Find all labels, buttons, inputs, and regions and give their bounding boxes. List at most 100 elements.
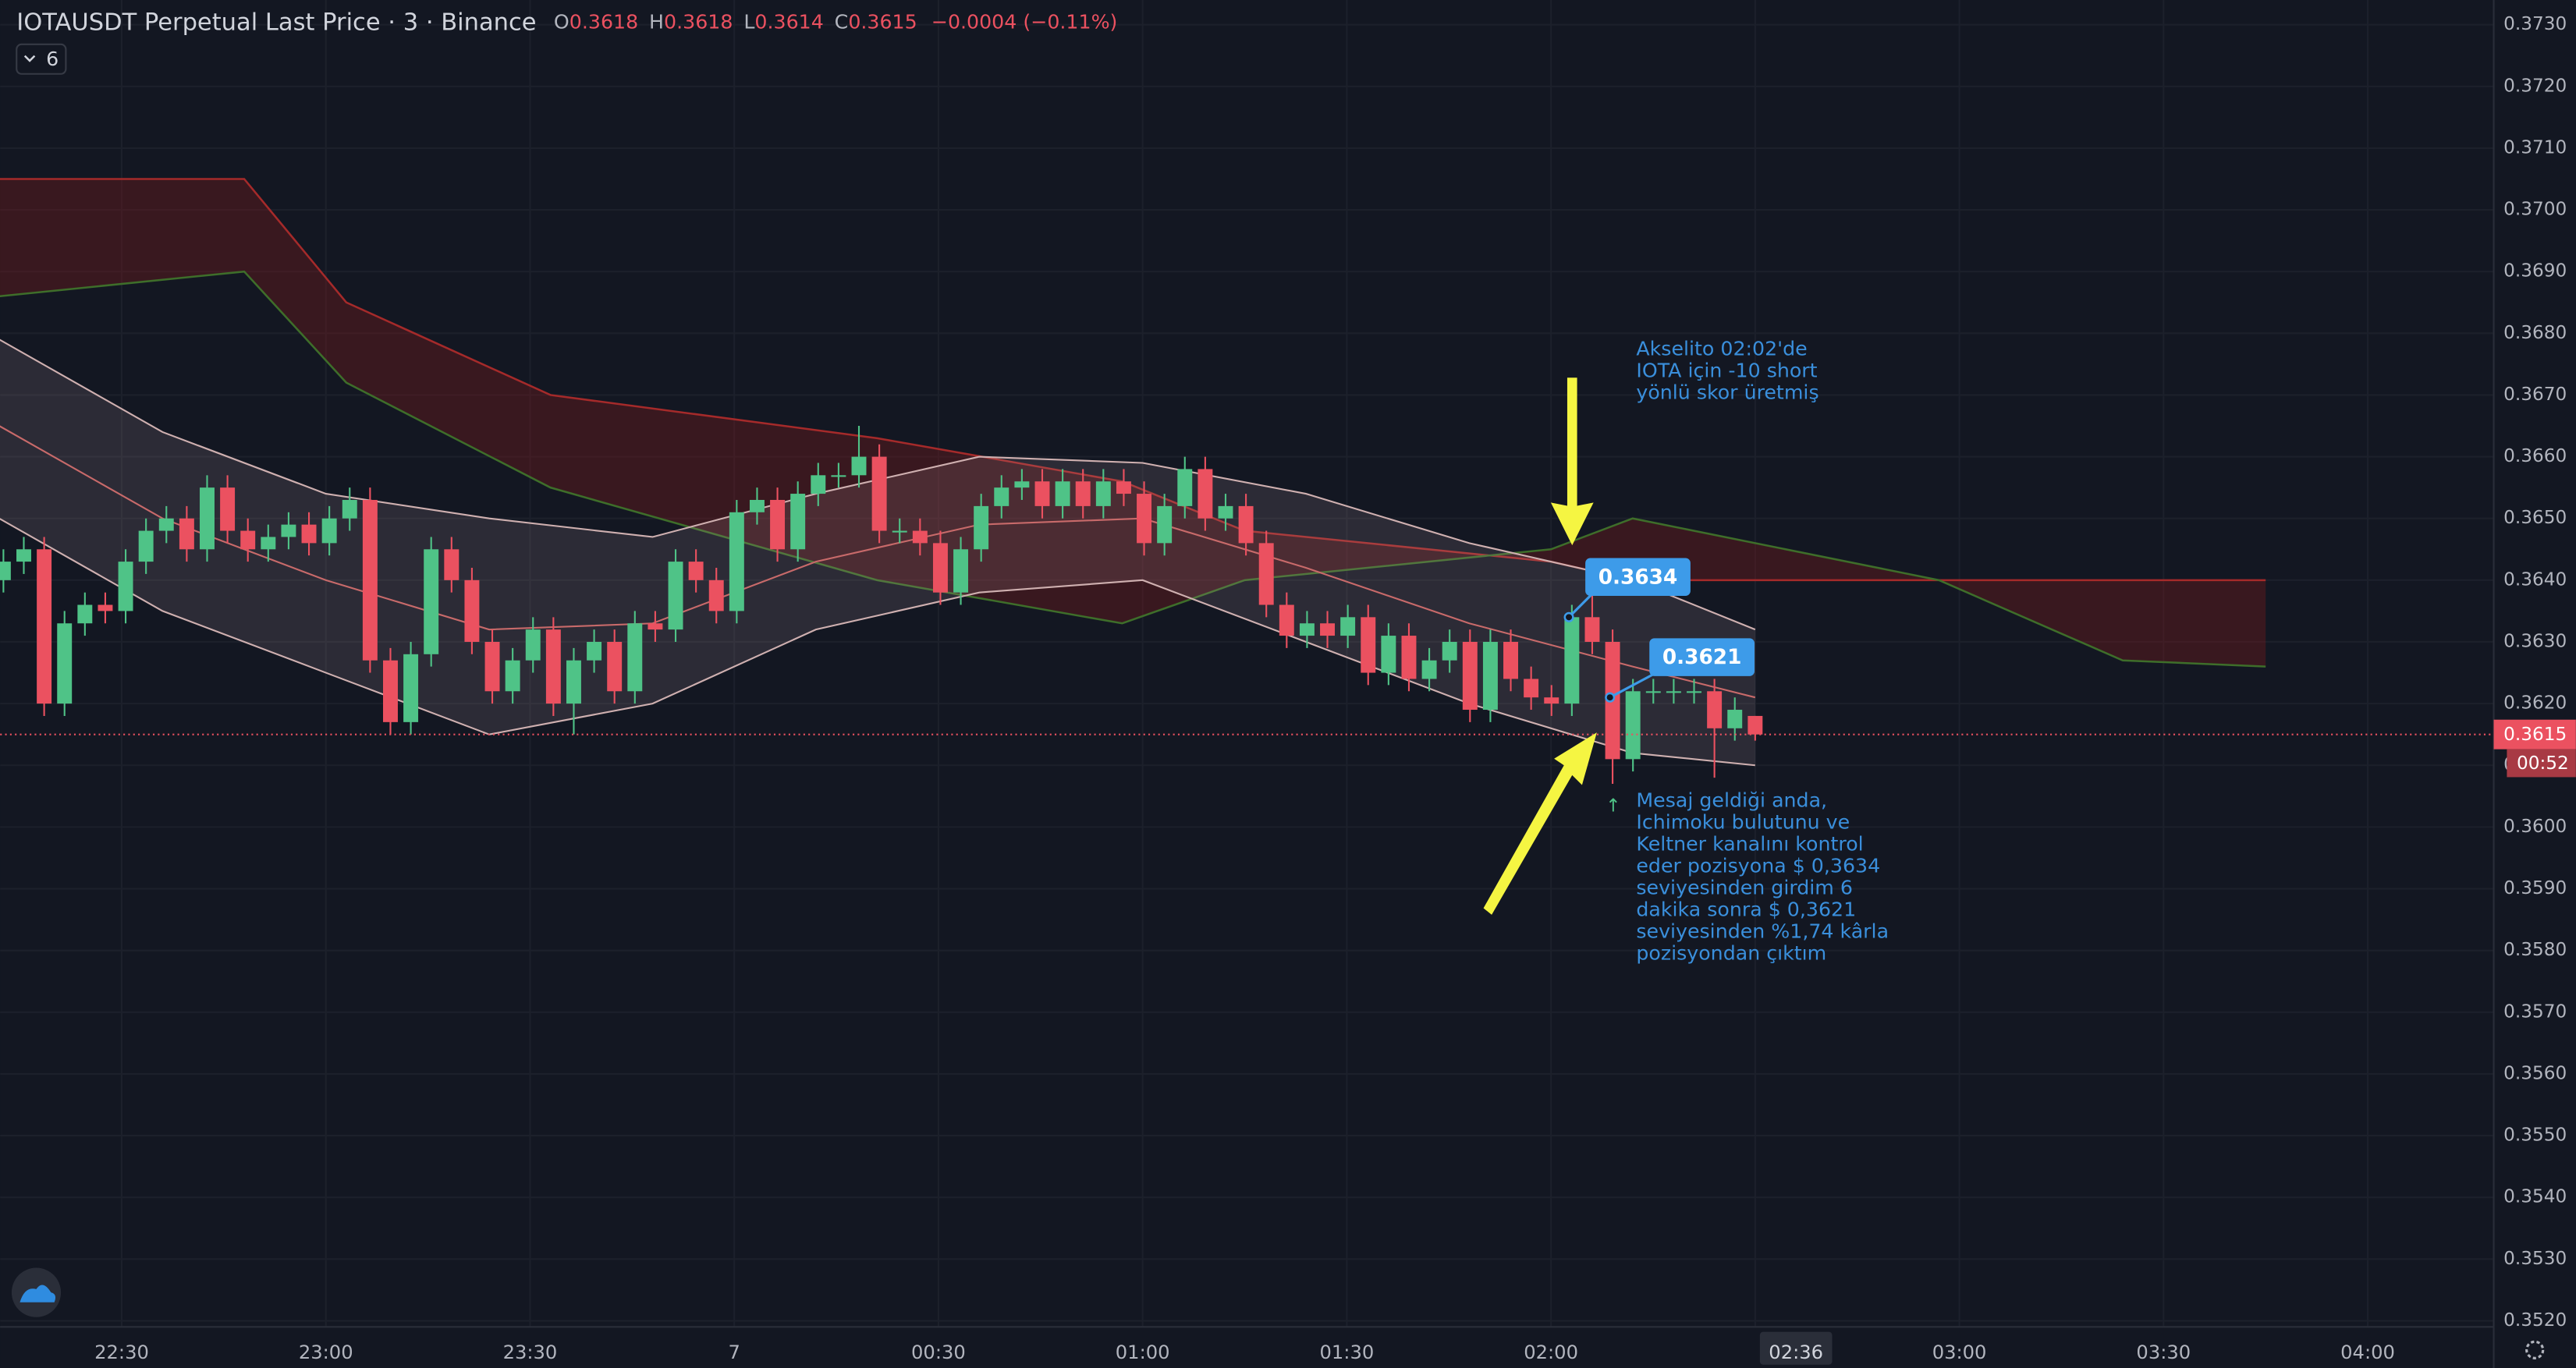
x-tick-label: 01:00 xyxy=(1116,1341,1170,1363)
candle-body xyxy=(1075,481,1091,506)
y-tick-label: 0.3550 xyxy=(2503,1125,2567,1146)
candle-body xyxy=(1034,481,1050,506)
candle-body xyxy=(1401,636,1417,679)
candle-body xyxy=(932,543,948,593)
annotation-line: Akselito 02:02'de xyxy=(1636,338,1807,360)
candle-body xyxy=(342,499,357,519)
candle-body xyxy=(729,512,744,611)
candle-body xyxy=(444,549,459,580)
annotation-line: dakika sonra $ 0,3621 xyxy=(1636,898,1856,921)
candle-body xyxy=(1462,641,1478,711)
candle-body xyxy=(627,623,643,692)
current-time-label: 02:36 xyxy=(1769,1341,1823,1363)
annotation-line: Ichimoku bulutunu ve xyxy=(1636,811,1850,834)
y-tick-label: 0.3560 xyxy=(2503,1063,2567,1083)
trade-tag-label: 0.3634 xyxy=(1598,565,1678,589)
o-label: O xyxy=(554,10,569,33)
settings-icon[interactable] xyxy=(2525,1340,2545,1359)
candle-body xyxy=(1707,691,1723,728)
h-value: 0.3618 xyxy=(664,10,733,33)
x-tick-label: 7 xyxy=(728,1341,740,1363)
candle-body xyxy=(1564,617,1580,704)
candle-body xyxy=(16,549,31,562)
x-tick-label: 04:00 xyxy=(2340,1341,2395,1363)
candle-body xyxy=(98,604,113,611)
candle-body xyxy=(0,562,11,580)
candle-body xyxy=(464,579,480,642)
y-tick-label: 0.3540 xyxy=(2503,1187,2567,1207)
x-tick-label: 00:30 xyxy=(911,1341,966,1363)
chevron-icon xyxy=(23,55,36,62)
candle-body xyxy=(1279,604,1294,636)
c-value: 0.3615 xyxy=(848,10,917,33)
annotation-line: IOTA için -10 short xyxy=(1636,360,1817,382)
candle-body xyxy=(1482,641,1498,711)
candle-body xyxy=(912,530,928,544)
ichimoku-span-a xyxy=(0,270,2266,668)
candle-body xyxy=(77,604,93,624)
candle-body xyxy=(1218,505,1233,519)
y-tick-label: 0.3670 xyxy=(2503,385,2567,405)
y-tick-label: 0.3710 xyxy=(2503,137,2567,158)
y-tick-label: 0.3620 xyxy=(2503,693,2567,714)
candle-body xyxy=(1014,481,1030,488)
indicators-toggle[interactable] xyxy=(16,43,67,75)
arrow-down xyxy=(1550,377,1594,546)
candle-body xyxy=(871,456,887,531)
candle-body xyxy=(424,549,439,654)
candle-body xyxy=(708,579,724,611)
indicator-count: 6 xyxy=(46,48,59,70)
candle-body xyxy=(1687,691,1701,693)
h-label: H xyxy=(649,10,664,33)
annotation-line: pozisyondan çıktım xyxy=(1636,942,1826,965)
x-tick-label: 03:30 xyxy=(2136,1341,2191,1363)
y-tick-label: 0.3600 xyxy=(2503,817,2567,837)
candle-body xyxy=(953,549,969,593)
candle-body xyxy=(1320,623,1336,636)
candle-body xyxy=(200,487,215,550)
trade-tag xyxy=(1649,638,1755,676)
trade-tag-label: 0.3621 xyxy=(1662,646,1742,669)
countdown-label: 00:52 xyxy=(2517,753,2569,774)
candle-body xyxy=(1544,697,1559,704)
x-tick-label: 23:00 xyxy=(299,1341,353,1363)
candle-body xyxy=(1095,481,1111,506)
current-time-bg xyxy=(1759,1331,1833,1365)
candle-body xyxy=(1157,505,1173,544)
l-value: 0.3614 xyxy=(754,10,823,33)
indicators xyxy=(0,178,2266,767)
annotation-line: Keltner kanalını kontrol xyxy=(1636,833,1863,856)
candle-body xyxy=(1645,691,1661,693)
annotation-line: Mesaj geldiği anda, xyxy=(1636,789,1827,812)
candle-body xyxy=(1137,494,1152,544)
current-price-tag xyxy=(2493,719,2576,750)
candle-body xyxy=(1727,710,1743,728)
candle-body xyxy=(749,499,765,512)
candle-body xyxy=(545,629,561,704)
candle-body xyxy=(770,499,786,550)
keltner-basis xyxy=(0,425,1756,699)
candle-body xyxy=(1258,543,1274,605)
candle-body xyxy=(1503,641,1519,679)
candle-body xyxy=(484,641,500,692)
trade-point xyxy=(1605,692,1616,703)
y-tick-label: 0.3700 xyxy=(2503,200,2567,220)
candle-body xyxy=(1442,641,1457,661)
annotation-line: seviyesinden girdim 6 xyxy=(1636,877,1853,899)
candle-body xyxy=(1666,691,1681,693)
change: −0.0004 (−0.11%) xyxy=(931,10,1118,33)
y-tick-label: 0.3720 xyxy=(2503,76,2567,96)
candle-body xyxy=(1747,715,1763,735)
ichimoku-cloud xyxy=(0,179,2266,667)
y-tick-label: 0.3680 xyxy=(2503,323,2567,343)
candle-body xyxy=(240,530,256,550)
trade-pointer xyxy=(1609,670,1660,699)
keltner-fill xyxy=(0,339,1755,766)
candle-body xyxy=(811,475,826,494)
annotation-line: eder pozisyona $ 0,3634 xyxy=(1636,855,1880,877)
candle-body xyxy=(1625,691,1641,760)
candle-body xyxy=(281,524,296,537)
